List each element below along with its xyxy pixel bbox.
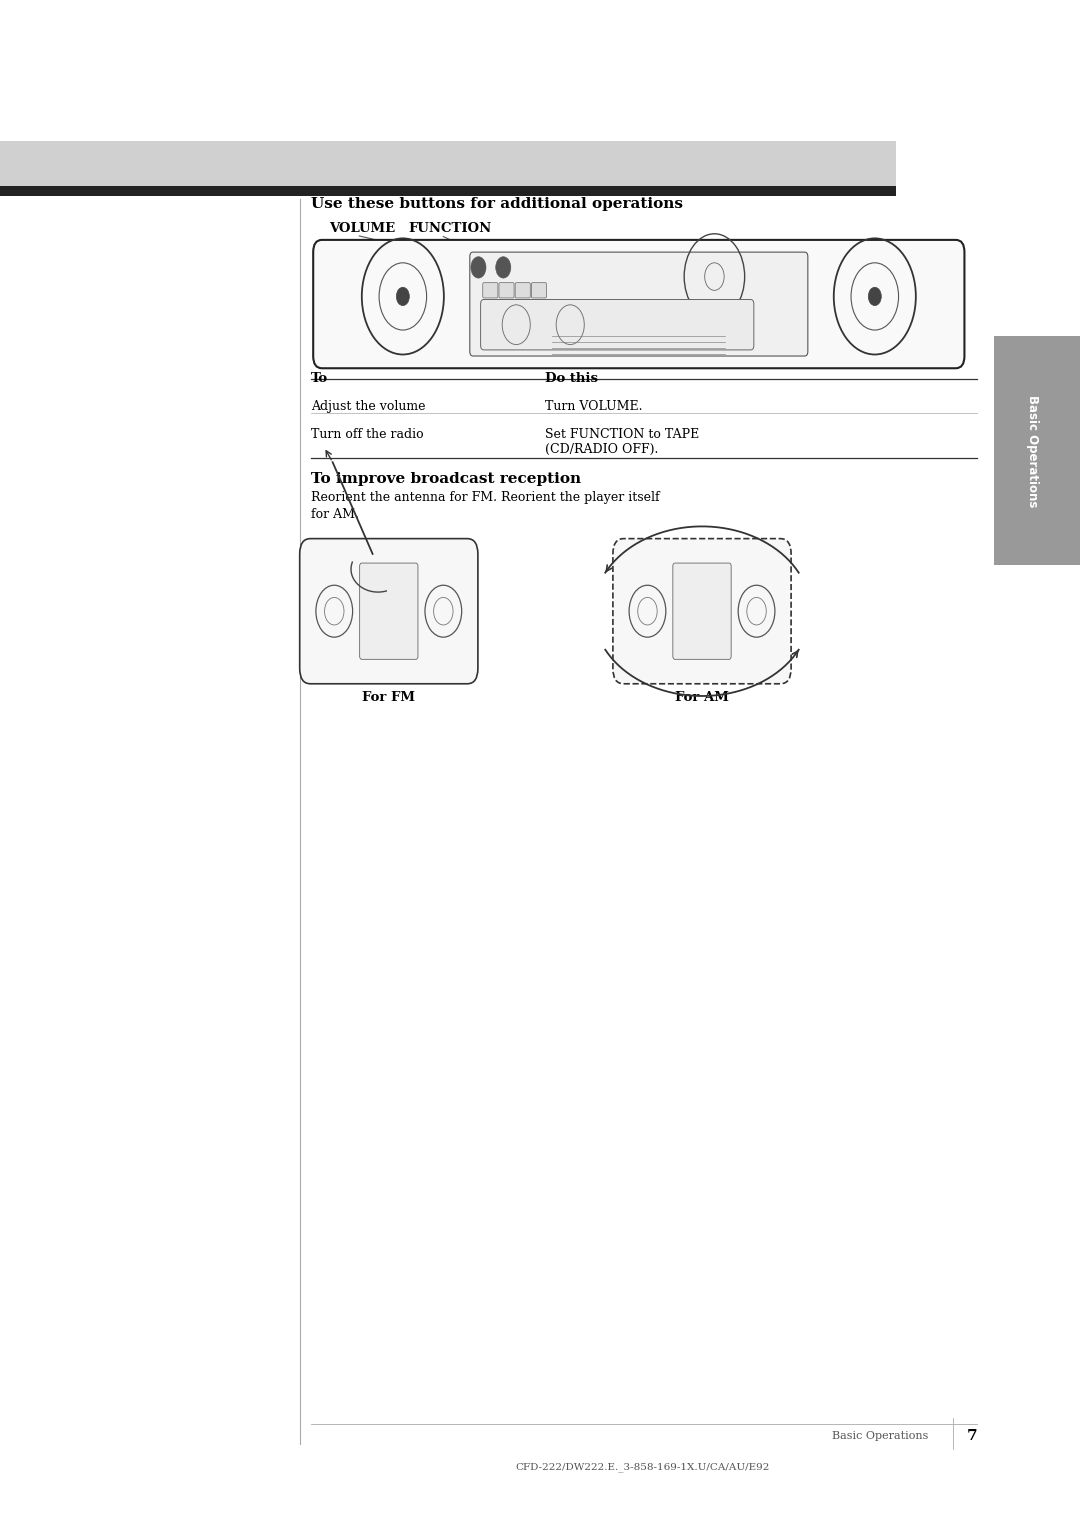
Text: Use these buttons for additional operations: Use these buttons for additional operati… <box>311 197 683 211</box>
FancyBboxPatch shape <box>300 538 477 683</box>
FancyBboxPatch shape <box>613 538 791 683</box>
FancyBboxPatch shape <box>515 283 530 298</box>
Text: 7: 7 <box>967 1429 977 1444</box>
Text: Do this: Do this <box>545 371 598 385</box>
Text: To improve broadcast reception: To improve broadcast reception <box>311 472 581 486</box>
FancyBboxPatch shape <box>470 252 808 356</box>
Text: For FM: For FM <box>362 691 416 704</box>
Text: To: To <box>311 371 328 385</box>
Text: for AM.: for AM. <box>311 507 359 521</box>
Text: CFD-222/DW222.E._3-858-169-1X.U/CA/AU/E92: CFD-222/DW222.E._3-858-169-1X.U/CA/AU/E9… <box>515 1462 770 1471</box>
Text: (CD/RADIO OFF).: (CD/RADIO OFF). <box>545 443 659 457</box>
FancyBboxPatch shape <box>531 283 546 298</box>
Text: Basic Operations: Basic Operations <box>833 1432 929 1441</box>
FancyBboxPatch shape <box>481 299 754 350</box>
Text: Basic Operations: Basic Operations <box>1026 394 1039 507</box>
Text: Adjust the volume: Adjust the volume <box>311 400 426 414</box>
Text: Reorient the antenna for FM. Reorient the player itself: Reorient the antenna for FM. Reorient th… <box>311 490 660 504</box>
Bar <box>0 141 896 186</box>
Text: For AM: For AM <box>675 691 729 704</box>
Circle shape <box>496 257 511 278</box>
Text: Turn VOLUME.: Turn VOLUME. <box>545 400 643 414</box>
Bar <box>0 186 896 196</box>
FancyBboxPatch shape <box>360 564 418 660</box>
Bar <box>994 336 1080 565</box>
Circle shape <box>396 287 409 306</box>
Circle shape <box>471 257 486 278</box>
FancyBboxPatch shape <box>313 240 964 368</box>
Text: Set FUNCTION to TAPE: Set FUNCTION to TAPE <box>545 428 700 442</box>
Text: Turn off the radio: Turn off the radio <box>311 428 423 442</box>
FancyBboxPatch shape <box>673 564 731 660</box>
FancyBboxPatch shape <box>499 283 514 298</box>
Circle shape <box>868 287 881 306</box>
Text: FUNCTION: FUNCTION <box>408 222 491 235</box>
FancyBboxPatch shape <box>483 283 498 298</box>
Text: VOLUME: VOLUME <box>329 222 395 235</box>
